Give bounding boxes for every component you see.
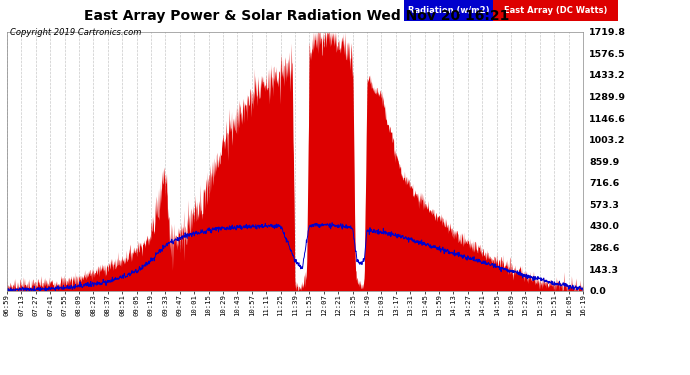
Text: Copyright 2019 Cartronics.com: Copyright 2019 Cartronics.com	[10, 28, 141, 37]
Text: Radiation (w/m2): Radiation (w/m2)	[408, 6, 489, 15]
Text: East Array (DC Watts): East Array (DC Watts)	[504, 6, 607, 15]
Text: East Array Power & Solar Radiation Wed Nov 20 16:21: East Array Power & Solar Radiation Wed N…	[84, 9, 509, 23]
